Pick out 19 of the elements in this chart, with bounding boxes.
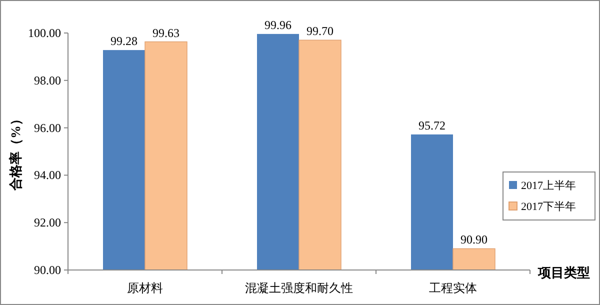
x-axis-title: 项目类型 (537, 265, 590, 280)
x-tick-label: 工程实体 (429, 281, 477, 295)
data-label: 99.96 (264, 18, 292, 32)
x-tick-label: 混凝土强度和耐久性 (245, 281, 353, 295)
y-tick-label: 94.00 (34, 168, 61, 182)
y-axis-title: 合格率（%） (8, 112, 23, 192)
data-label: 90.90 (460, 232, 488, 247)
y-tick-label: 90.00 (34, 263, 61, 277)
x-tick-label: 原材料 (127, 281, 163, 295)
data-label: 99.63 (152, 26, 180, 40)
y-tick-label: 92.00 (34, 216, 61, 230)
y-tick-label: 98.00 (34, 73, 61, 88)
data-label: 95.72 (418, 118, 446, 132)
legend-label: 2017下半年 (521, 200, 576, 213)
data-label: 99.28 (110, 34, 138, 48)
y-tick-label: 96.00 (34, 120, 61, 135)
legend-label: 2017上半年 (521, 179, 576, 192)
y-tick-label: 100.00 (28, 26, 61, 40)
data-label: 99.70 (306, 24, 334, 38)
